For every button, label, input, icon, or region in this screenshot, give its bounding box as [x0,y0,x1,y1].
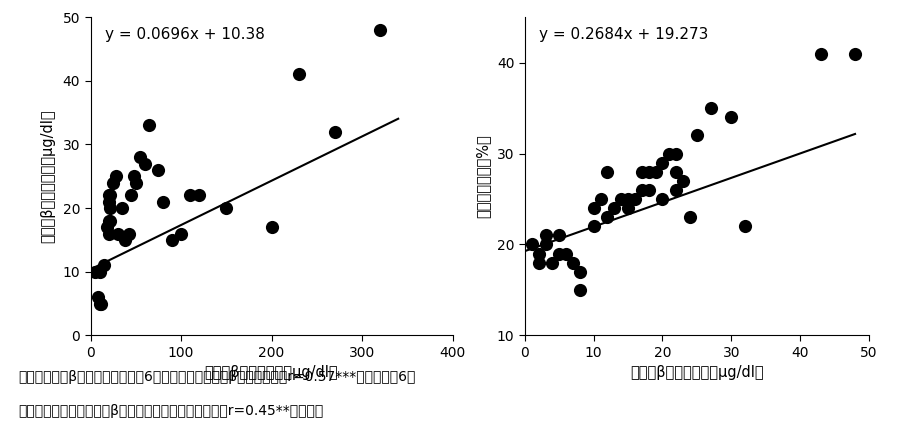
X-axis label: 血镬中β－カロテン（μg/dl）: 血镬中β－カロテン（μg/dl） [630,366,764,381]
Point [121,230,136,237]
Point [373,27,387,34]
Point [669,150,683,157]
Point [115,205,129,212]
Point [703,104,718,111]
Point [600,168,614,175]
Point [103,192,118,199]
Point [676,178,691,184]
Y-axis label: 糞中乾物含量（%）: 糞中乾物含量（%） [475,135,490,218]
Point [628,196,643,203]
Point [586,223,601,230]
Point [192,192,206,199]
Point [634,168,649,175]
Point [607,205,622,212]
Point [848,50,862,57]
Point [642,168,656,175]
Point [328,128,342,135]
Point [102,205,117,212]
Point [559,250,574,257]
Point [690,132,704,139]
Point [655,159,670,166]
Point [106,179,120,186]
Point [552,250,567,257]
Point [594,196,608,203]
Point [138,160,152,167]
Point [724,114,738,121]
Point [156,198,170,205]
Point [614,196,628,203]
Point [573,286,587,293]
Point [621,205,635,212]
Point [566,259,580,266]
Point [109,173,123,180]
Point [586,205,601,212]
Point [662,150,677,157]
Point [545,259,559,266]
Text: 図１　初乳中β－カロテン含量と6日齢の子牛の血镬中β－カロテン（r=0.57***）の関係と6日: 図１ 初乳中β－カロテン含量と6日齢の子牛の血镬中β－カロテン（r=0.57**… [18,370,415,384]
X-axis label: 初乳中β－カロテン（μg/dl）: 初乳中β－カロテン（μg/dl） [205,366,338,381]
Point [183,192,197,199]
Point [655,196,670,203]
Point [738,223,752,230]
Point [814,50,828,57]
Point [682,214,697,221]
Point [110,230,125,237]
Point [88,268,102,275]
Point [103,218,118,224]
Point [669,168,683,175]
Point [538,232,553,239]
Point [538,241,553,248]
Point [151,166,166,173]
Point [648,168,662,175]
Text: 齢の子牛の血镬中β－カロテンと糞中乾物含量（r=0.45**）の関係: 齢の子牛の血镬中β－カロテンと糞中乾物含量（r=0.45**）の関係 [18,404,323,418]
Point [92,300,107,307]
Point [129,179,143,186]
Point [94,300,109,307]
Point [634,187,649,194]
Point [174,230,188,237]
Point [264,224,279,230]
Point [291,71,306,78]
Point [101,218,116,224]
Point [600,214,614,221]
Point [142,122,157,129]
Point [101,230,116,237]
Point [621,196,635,203]
Point [97,262,111,269]
Point [165,237,179,243]
Point [118,237,132,243]
Point [531,259,546,266]
Point [573,268,587,275]
Point [133,154,148,161]
Point [127,173,141,180]
Point [531,250,546,257]
Y-axis label: 血镬中β－カロテン（μg/dl）: 血镬中β－カロテン（μg/dl） [41,110,55,243]
Point [90,294,105,301]
Text: y = 0.0696x + 10.38: y = 0.0696x + 10.38 [105,27,265,42]
Point [101,192,116,199]
Point [669,187,683,194]
Point [124,192,138,199]
Point [92,268,107,275]
Text: y = 0.2684x + 19.273: y = 0.2684x + 19.273 [538,27,708,42]
Point [642,187,656,194]
Point [219,205,233,212]
Point [525,241,539,248]
Point [552,232,567,239]
Point [100,224,114,230]
Point [101,198,116,205]
